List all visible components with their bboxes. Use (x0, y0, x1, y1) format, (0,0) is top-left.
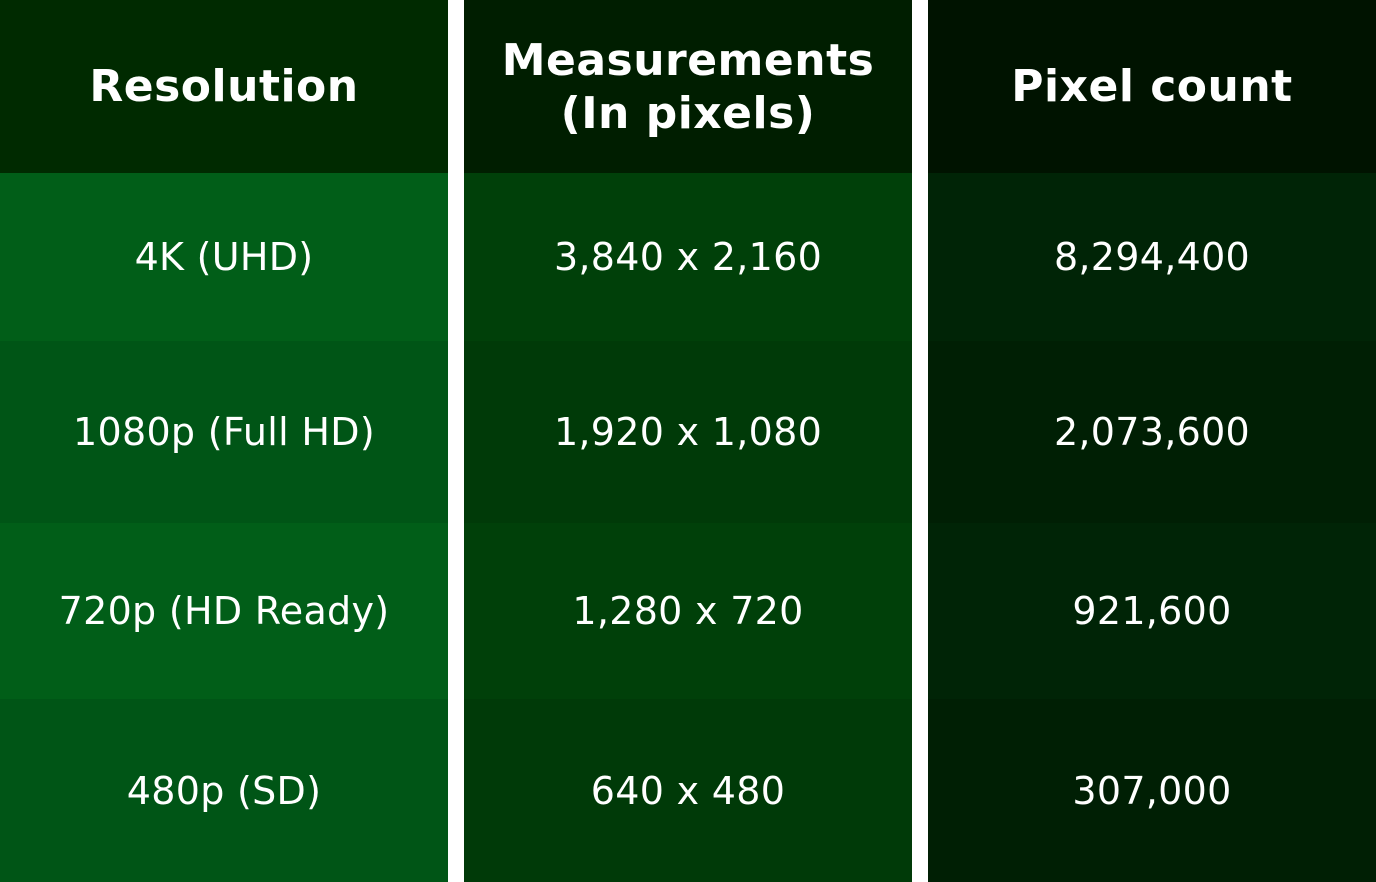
header-measurements-text: Measurements (In pixels) (501, 34, 875, 139)
cell-measurements-row-2: 1,920 x 1,080 (464, 341, 912, 523)
cell-resolution-row-3: 720p (HD Ready) (0, 523, 448, 699)
cell-measurements-row-4: 640 x 480 (464, 699, 912, 882)
header-resolution: Resolution (0, 0, 448, 173)
column-pixel-count: Pixel count 8,294,400 2,073,600 921,600 … (928, 0, 1376, 882)
cell-resolution-row-4: 480p (SD) (0, 699, 448, 882)
header-pixel-count-text: Pixel count (1011, 61, 1293, 112)
cell-resolution-row-1: 4K (UHD) (0, 173, 448, 341)
column-separator (448, 0, 464, 882)
cell-measurements-row-1: 3,840 x 2,160 (464, 173, 912, 341)
header-measurements: Measurements (In pixels) (464, 0, 912, 173)
cell-pixel-count-row-4: 307,000 (928, 699, 1376, 882)
header-resolution-text: Resolution (89, 61, 359, 112)
column-separator (912, 0, 928, 882)
header-pixel-count: Pixel count (928, 0, 1376, 173)
cell-pixel-count-row-1: 8,294,400 (928, 173, 1376, 341)
cell-measurements-row-3: 1,280 x 720 (464, 523, 912, 699)
column-measurements: Measurements (In pixels) 3,840 x 2,160 1… (464, 0, 912, 882)
cell-pixel-count-row-2: 2,073,600 (928, 341, 1376, 523)
column-resolution: Resolution 4K (UHD) 1080p (Full HD) 720p… (0, 0, 448, 882)
cell-pixel-count-row-3: 921,600 (928, 523, 1376, 699)
cell-resolution-row-2: 1080p (Full HD) (0, 341, 448, 523)
